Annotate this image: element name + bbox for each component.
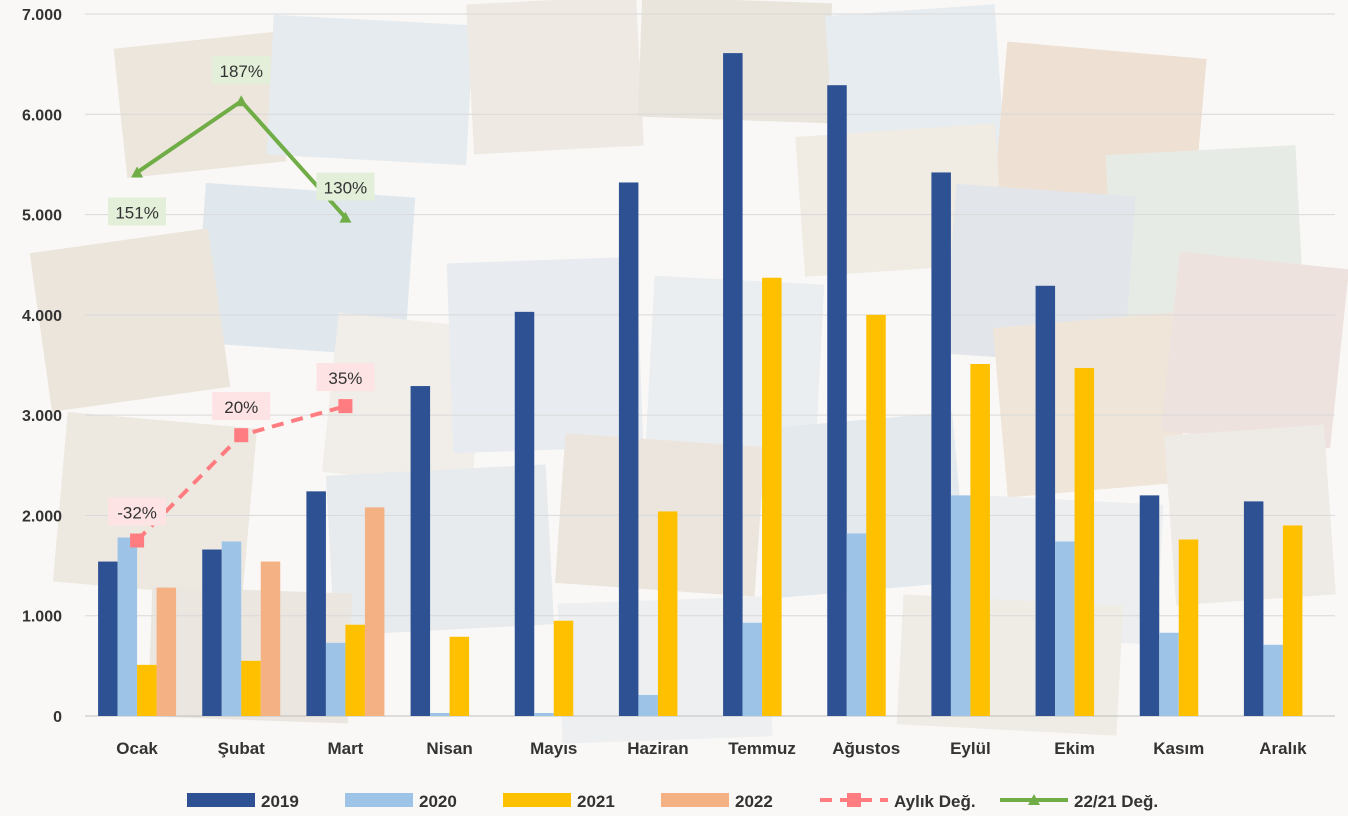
bar-2021-Aralık: [1282, 525, 1303, 716]
data-label: -32%: [117, 504, 157, 523]
y-tick-label: 0: [53, 709, 62, 726]
legend-swatch-2020: [345, 793, 413, 807]
bar-2021-Haziran: [657, 511, 678, 716]
bar-2019-Temmuz: [723, 53, 743, 716]
legend-label: 2021: [577, 792, 615, 811]
data-label: 187%: [220, 62, 263, 81]
legend-marker: [1028, 794, 1040, 805]
legend-label: 2022: [735, 792, 773, 811]
data-label-bg: [108, 497, 167, 526]
data-label: 20%: [224, 398, 258, 417]
x-tick-label: Temmuz: [728, 739, 796, 758]
x-tick-label: Mart: [327, 739, 363, 758]
data-label-bg: [212, 56, 271, 85]
legend-label: 2020: [419, 792, 457, 811]
bar-2019-Eylül: [931, 172, 951, 717]
line-marker: [338, 399, 353, 414]
x-tick-label: Mayıs: [530, 739, 577, 758]
legend-label: 2019: [261, 792, 299, 811]
x-tick-label: Eylül: [950, 739, 991, 758]
data-label: 130%: [324, 179, 367, 198]
bar-2021-Ağustos: [866, 314, 886, 716]
bar-2020-Kasım: [1159, 632, 1179, 716]
x-tick-label: Ağustos: [832, 739, 900, 758]
bar-2020-Eylül: [950, 495, 971, 716]
bar-2019-Ağustos: [827, 85, 847, 716]
bar-2020-Nisan: [430, 712, 450, 716]
bar-2019-Kasım: [1139, 495, 1160, 716]
bar-2020-Temmuz: [742, 622, 763, 716]
y-tick-label: 1.000: [22, 609, 62, 626]
bars: [98, 53, 1303, 717]
bar-2019-Ocak: [98, 561, 118, 716]
bar-2019-Mayıs: [514, 311, 535, 716]
line-marker: [131, 166, 144, 178]
data-label: 35%: [328, 369, 362, 388]
bar-2019-Şubat: [202, 549, 222, 716]
bar-2020-Şubat: [221, 541, 242, 716]
x-tick-label: Ocak: [116, 739, 158, 758]
data-label-bg: [316, 363, 375, 392]
bar-2019-Haziran: [618, 182, 639, 717]
x-axis: Ocak Şubat Mart Nisan Mayıs Haziran Temmuz Ağus…: [116, 739, 1307, 758]
bar-2020-Haziran: [638, 694, 658, 716]
bar-2021-Kasım: [1178, 539, 1199, 716]
bar-2020-Mayıs: [534, 712, 554, 716]
line-series-2221: [135, 99, 347, 219]
legend-label: Aylık Değ.: [894, 792, 976, 811]
line-marker: [235, 95, 248, 107]
bar-2020-Ekim: [1055, 541, 1075, 716]
x-tick-label: Şubat: [218, 739, 266, 758]
y-tick-label: 4.000: [22, 308, 62, 325]
data-label: 151%: [115, 203, 158, 222]
line-marker: [130, 533, 145, 548]
bar-2021-Ekim: [1074, 368, 1095, 716]
bar-2019-Mart: [306, 491, 326, 716]
x-tick-label: Aralık: [1259, 739, 1307, 758]
legend-swatch-2021: [503, 793, 571, 807]
legend-marker: [847, 793, 861, 807]
bar-2021-Temmuz: [762, 277, 782, 716]
bar-2019-Ekim: [1035, 285, 1056, 716]
bar-2021-Mart: [345, 624, 365, 716]
legend-swatch-2019: [187, 793, 255, 807]
line-marker: [234, 428, 249, 443]
bar-2022-Ocak: [156, 587, 177, 716]
bar-2021-Mayıs: [553, 620, 574, 716]
y-tick-label: 5.000: [22, 208, 62, 225]
legend: 2019 2020 2021 2022 Aylık Değ. 22/21 Değ.: [187, 792, 1158, 811]
legend-swatch-2022: [661, 793, 729, 807]
bar-2019-Aralık: [1243, 501, 1264, 716]
data-label-bg: [108, 197, 167, 226]
bar-2020-Ağustos: [846, 533, 867, 716]
data-label-bg: [212, 392, 271, 421]
x-tick-label: Ekim: [1054, 739, 1095, 758]
bar-2022-Şubat: [260, 561, 281, 716]
x-tick-label: Kasım: [1153, 739, 1204, 758]
bar-2021-Eylül: [970, 363, 990, 716]
y-tick-label: 2.000: [22, 508, 62, 525]
bar-2020-Aralık: [1263, 644, 1283, 716]
bar-2021-Nisan: [449, 636, 470, 716]
y-tick-label: 7.000: [22, 7, 62, 24]
bar-2020-Mart: [325, 642, 346, 716]
y-tick-label: 3.000: [22, 408, 62, 425]
line-marker: [339, 211, 352, 223]
legend-label: 22/21 Değ.: [1074, 792, 1158, 811]
y-tick-label: 6.000: [22, 107, 62, 124]
gridlines: [85, 13, 1335, 717]
y-axis: 0 1.000 2.000 3.000 4.000 5.000 6.000 7.000: [22, 7, 62, 726]
data-label-bg: [316, 172, 375, 201]
bar-2020-Ocak: [117, 537, 138, 716]
x-tick-label: Haziran: [627, 739, 688, 758]
bar-2021-Şubat: [241, 660, 261, 716]
bar-2022-Mart: [364, 507, 385, 716]
x-tick-label: Nisan: [426, 739, 472, 758]
bar-2019-Nisan: [410, 386, 431, 716]
line-series: -32% 20% 35% 151% 187% 130%: [108, 56, 375, 548]
bar-2021-Ocak: [137, 664, 157, 716]
